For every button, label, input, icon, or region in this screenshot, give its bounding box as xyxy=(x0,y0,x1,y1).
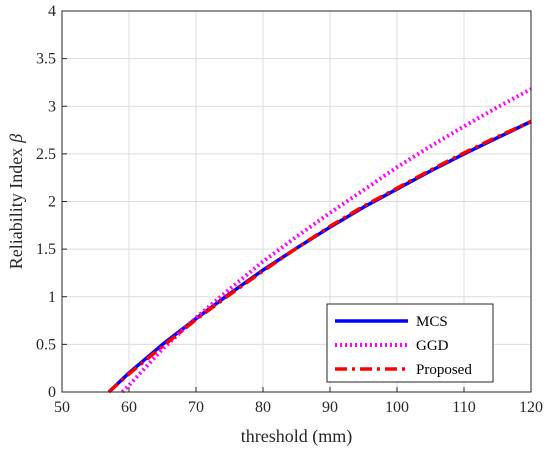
y-tick-label: 0 xyxy=(48,384,56,401)
y-tick-label: 1 xyxy=(48,289,56,306)
y-tick-label: 3 xyxy=(48,98,56,115)
y-axis-title: Reliability Index β xyxy=(6,134,26,269)
y-axis-title-text: Reliability Index xyxy=(6,148,26,269)
x-tick-label: 100 xyxy=(385,399,409,416)
x-tick-label: 60 xyxy=(121,399,137,416)
x-tick-label: 110 xyxy=(452,399,475,416)
legend-label-mcs: MCS xyxy=(416,314,448,330)
x-tick-label: 90 xyxy=(322,399,338,416)
x-tick-label: 70 xyxy=(188,399,204,416)
x-tick-label: 80 xyxy=(255,399,271,416)
legend: MCS GGD Proposed xyxy=(326,303,494,383)
series-line-proposed xyxy=(107,119,532,394)
series-layer xyxy=(107,87,532,394)
x-tick-label: 50 xyxy=(54,399,70,416)
tick-layer: 50 60 70 80 90 100 110 120 0 0.5 1 1.5 2 2.5 3 3.5 4 xyxy=(36,3,543,416)
y-tick-label: 2 xyxy=(48,194,56,211)
y-tick-label: 0.5 xyxy=(36,336,56,353)
y-tick-label: 2.5 xyxy=(36,146,56,163)
x-axis-title: threshold (mm) xyxy=(241,426,352,447)
legend-label-proposed: Proposed xyxy=(416,362,472,378)
legend-items: MCS GGD Proposed xyxy=(335,314,472,378)
y-tick-label: 1.5 xyxy=(36,241,56,258)
y-tick-label: 3.5 xyxy=(36,51,56,68)
y-tick-label: 4 xyxy=(48,3,56,20)
x-tick-label: 120 xyxy=(519,399,543,416)
legend-label-ggd: GGD xyxy=(416,338,449,354)
y-axis-title-symbol: β xyxy=(6,134,26,144)
